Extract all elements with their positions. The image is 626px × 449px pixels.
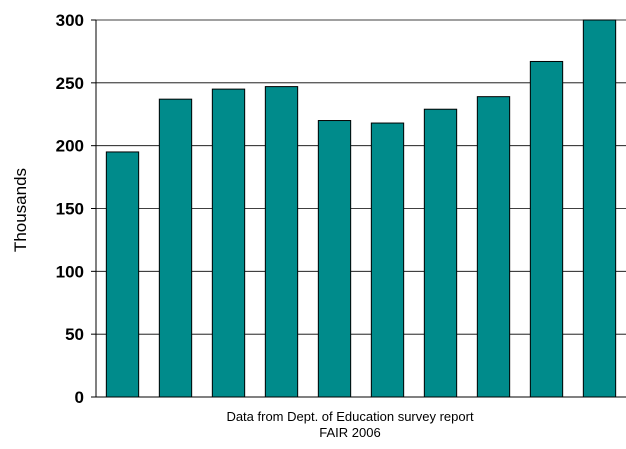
bars — [105, 19, 617, 398]
y-tick-label: 200 — [56, 137, 84, 156]
bar-7 — [423, 108, 458, 398]
bar-6 — [370, 122, 405, 398]
bar-10 — [582, 19, 617, 398]
bar-1 — [105, 151, 140, 398]
bar-8 — [476, 96, 511, 398]
x-axis-caption-line-2: FAIR 2006 — [319, 425, 380, 440]
y-tick-label: 150 — [56, 200, 84, 219]
y-axis-label: Thousands — [11, 168, 30, 252]
bar-2 — [158, 98, 193, 398]
y-tick-label: 0 — [75, 388, 84, 407]
y-tick-label: 250 — [56, 74, 84, 93]
y-tick-label: 50 — [65, 325, 84, 344]
bar-4 — [264, 86, 299, 398]
bar-9 — [529, 60, 564, 398]
y-tick-label: 100 — [56, 262, 84, 281]
y-tick-label: 300 — [56, 11, 84, 30]
bar-3 — [211, 88, 246, 398]
x-axis-caption-line-1: Data from Dept. of Education survey repo… — [226, 409, 474, 424]
bar-5 — [317, 120, 352, 398]
y-tick-labels: 0 50 100 150 200 250 300 — [56, 11, 96, 407]
